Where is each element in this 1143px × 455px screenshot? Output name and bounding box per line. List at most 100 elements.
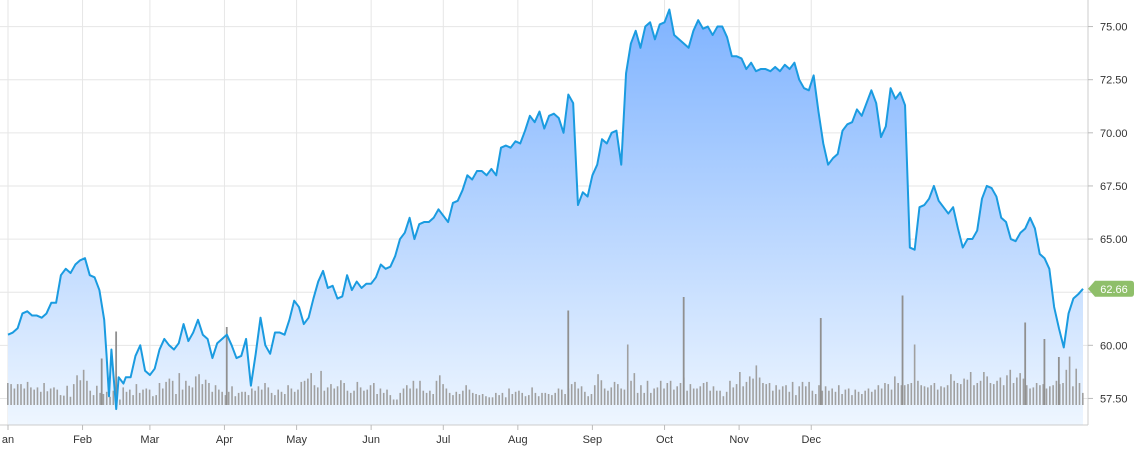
volume-bar <box>63 395 65 405</box>
volume-bar <box>274 395 276 405</box>
volume-bar <box>300 381 303 405</box>
volume-bar <box>359 387 362 405</box>
volume-bar <box>188 385 190 405</box>
volume-bar <box>996 380 998 405</box>
volume-bar <box>808 381 810 405</box>
volume-bar <box>851 395 853 405</box>
volume-bar <box>346 390 349 405</box>
volume-bar <box>132 395 134 405</box>
volume-bar <box>593 385 596 405</box>
volume-bar <box>498 395 500 405</box>
volume-bar <box>514 391 517 405</box>
volume-bar <box>201 384 204 405</box>
volume-bar <box>1016 377 1018 405</box>
volume-bar <box>814 394 817 405</box>
volume-bar <box>145 388 148 405</box>
volume-bar <box>755 365 758 405</box>
volume-bar <box>373 383 375 405</box>
volume-bar <box>999 377 1002 405</box>
volume-bar <box>1032 387 1035 405</box>
volume-bar <box>877 385 880 405</box>
y-tick-label: 72.50 <box>1100 75 1128 87</box>
volume-bar <box>841 394 843 405</box>
volume-bar <box>181 389 184 405</box>
volume-bar <box>1039 385 1041 405</box>
volume-bar <box>626 344 629 405</box>
x-tick-label: Apr <box>216 434 233 446</box>
volume-bar <box>290 388 293 405</box>
volume-bar <box>537 396 540 405</box>
volume-bar <box>709 390 711 405</box>
volume-bar <box>435 380 438 405</box>
last-price-label: 62.66 <box>1100 284 1128 296</box>
volume-bar <box>785 385 787 405</box>
volume-bar <box>854 389 857 405</box>
volume-bar <box>194 376 197 405</box>
volume-bar <box>590 394 593 405</box>
price-line-path <box>7 8 1084 411</box>
volume-bar-spike <box>1043 339 1046 405</box>
volume-bar <box>1035 383 1038 405</box>
last-price-badge-shape <box>1088 280 1134 297</box>
volume-bar <box>287 385 289 405</box>
volume-bar <box>564 394 566 405</box>
volume-bar <box>158 383 161 405</box>
volume-bar <box>76 375 78 405</box>
volume-bar <box>541 392 543 405</box>
volume-bar <box>531 387 533 405</box>
volume-bar <box>1022 378 1025 405</box>
volume-bar <box>1002 385 1005 405</box>
volume-bar <box>161 388 164 405</box>
volume-bar <box>775 385 777 405</box>
volume-bar <box>979 380 982 405</box>
volume-bar <box>570 384 573 405</box>
volume-bar <box>402 388 405 405</box>
volume-bar <box>369 385 372 405</box>
volume-bar <box>396 399 398 405</box>
volume-bar <box>7 383 9 405</box>
volume-bar <box>1068 356 1071 405</box>
volume-bar <box>1075 368 1078 405</box>
volume-bar <box>1049 386 1051 405</box>
volume-bar <box>636 392 639 405</box>
volume-bar <box>336 386 339 405</box>
volume-bar <box>577 388 580 405</box>
volume-bar <box>191 387 194 405</box>
volume-bar <box>138 392 141 405</box>
volume-bar <box>79 380 82 405</box>
volume-bar <box>307 378 309 405</box>
volume-bar <box>69 396 72 405</box>
y-tick-label: 67.50 <box>1100 181 1128 193</box>
volume-bar <box>659 380 662 405</box>
volume-bar <box>264 383 266 405</box>
volume-bar <box>818 385 820 405</box>
volume-bar <box>696 388 698 405</box>
volume-bar <box>86 380 88 405</box>
volume-bar <box>105 391 108 405</box>
volume-bar <box>870 391 873 405</box>
volume-bar <box>49 388 52 405</box>
volume-bar <box>66 385 68 405</box>
volume-bar <box>13 388 16 405</box>
volume-bar <box>475 394 477 405</box>
volume-bar <box>204 379 207 405</box>
volume-bar <box>933 383 936 405</box>
volume-bar <box>801 381 804 405</box>
volume-bar <box>864 390 866 405</box>
volume-bar <box>686 390 688 405</box>
volume-bar <box>1072 386 1074 405</box>
volume-bar <box>630 380 632 405</box>
volume-bar <box>178 373 181 405</box>
volume-bar <box>234 396 237 405</box>
volume-bar <box>389 395 392 405</box>
volume-bar <box>392 399 395 405</box>
volume-bar <box>244 391 247 405</box>
volume-bar <box>765 384 768 405</box>
volume-bar <box>913 344 916 405</box>
volume-bar <box>465 385 467 405</box>
volume-bar <box>857 391 860 405</box>
volume-bar <box>544 392 547 405</box>
volume-bar <box>712 386 715 405</box>
volume-bar <box>33 389 35 405</box>
volume-bar <box>297 389 299 405</box>
